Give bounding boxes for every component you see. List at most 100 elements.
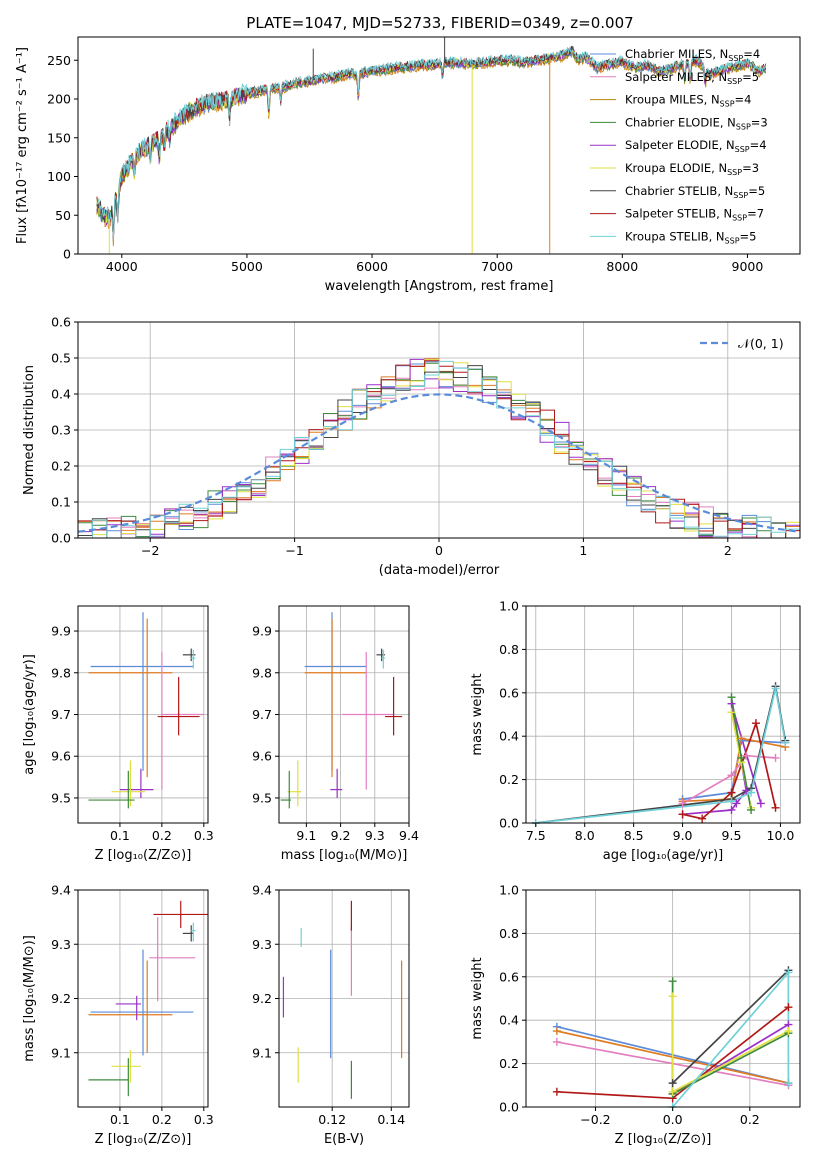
legend-subscript: SSP (736, 122, 751, 131)
y-axis-label: mass weight (470, 673, 485, 755)
weight-line-kroupa_elodie (671, 996, 789, 1094)
weight-marker (727, 797, 736, 806)
legend-entry: Kroupa STELIB, NSSP=5 (625, 229, 756, 245)
y-tick-label: 0.3 (51, 423, 71, 438)
x-tick-label: 0.14 (377, 1112, 405, 1127)
legend-count: =3 (742, 161, 759, 175)
y-tick-label: 9.9 (51, 624, 71, 639)
x-tick-label: 9.4 (399, 828, 419, 843)
x-tick-label: 6000 (356, 259, 388, 274)
histogram-kroupa_stelib (78, 360, 800, 538)
legend-label: 𝒩(0, 1) (738, 336, 784, 351)
weight-marker (784, 1003, 793, 1012)
legend-subscript: SSP (727, 168, 742, 177)
y-tick-label: 0.6 (51, 315, 71, 330)
x-tick-label: −0.2 (580, 1112, 610, 1127)
x-axis-label: Z [log₁₀(Z/Z⊙)] (95, 848, 192, 863)
x-axis-label: wavelength [Angstrom, rest frame] (325, 279, 554, 294)
y-tick-label: 100 (47, 169, 71, 184)
plot-area (88, 900, 208, 1097)
y-tick-label: 9.7 (252, 707, 272, 722)
figure-title: PLATE=1047, MJD=52733, FIBERID=0349, z=0… (246, 14, 633, 32)
weight-marker (552, 1087, 561, 1096)
x-tick-label: 9.3 (365, 828, 385, 843)
weight-marker (742, 786, 751, 795)
y-tick-label: 0.8 (499, 926, 519, 941)
panel-weight_vs_Z: −0.2 0.0 0.2 0.0 0.2 0.4 0.6 0.8 1.0 Z [log₁₀(Z/Z… (470, 883, 801, 1147)
x-axis-label: Z [log₁₀(Z/Z⊙)] (615, 1132, 712, 1147)
y-tick-label: 0.8 (499, 642, 519, 657)
weight-marker (771, 803, 780, 812)
weight-marker (732, 799, 741, 808)
y-tick-label: 9.4 (51, 883, 71, 898)
legend-count: =7 (747, 207, 764, 221)
legend-label: Chabrier MILES, N (625, 47, 728, 61)
legend-count: =4 (750, 138, 767, 152)
weight-line-salpeter_miles (682, 737, 786, 803)
legend-entry: Chabrier STELIB, NSSP=5 (625, 184, 765, 200)
y-tick-label: 9.8 (51, 665, 71, 680)
weight-line-chabrier_miles (682, 739, 786, 800)
plot-area (78, 358, 800, 538)
y-tick-label: 0.0 (51, 531, 71, 546)
panel-residuals: 𝒩(0, 1) −2 −1 0 1 2 0.0 0.1 0.2 0.3 0.4 0.5 0.6 (data… (22, 315, 801, 578)
x-tick-label: 0.1 (110, 828, 130, 843)
y-tick-label: 0.2 (499, 1056, 519, 1071)
x-tick-label: 0.1 (110, 1112, 130, 1127)
x-tick-label: 0.3 (194, 828, 214, 843)
weight-marker (668, 977, 677, 986)
x-axis-label: E(B-V) (324, 1132, 364, 1147)
legend-entry: Salpeter ELODIE, NSSP=4 (625, 138, 767, 154)
y-tick-label: 0.5 (51, 351, 71, 366)
x-tick-label: 5000 (231, 259, 263, 274)
weight-marker (742, 751, 751, 760)
x-tick-label: 9000 (732, 259, 764, 274)
weight-marker (727, 708, 736, 717)
weight-marker (771, 753, 780, 762)
x-axis-label: mass [log₁₀(M/M⊙)] (281, 848, 408, 863)
legend-label: Kroupa STELIB, N (625, 229, 725, 243)
y-tick-label: 9.1 (51, 1045, 71, 1060)
weight-marker (727, 771, 736, 780)
panel-age_vs_mass: 9.1 9.2 9.3 9.4 9.5 9.6 9.7 9.8 9.9 mass [log₁₀(M… (252, 605, 419, 863)
y-tick-label: 0.0 (499, 816, 519, 831)
y-tick-label: 9.2 (51, 991, 71, 1006)
x-tick-label: 7000 (481, 259, 513, 274)
y-tick-label: 0.6 (499, 685, 519, 700)
x-tick-label: 0.0 (663, 1112, 683, 1127)
x-tick-label: 9.2 (331, 828, 351, 843)
plot-area (282, 900, 403, 1099)
y-tick-label: 1.0 (499, 599, 519, 614)
weight-marker (771, 684, 780, 693)
y-tick-label: 9.7 (51, 707, 71, 722)
spectrum-line-kroupa_stelib (96, 46, 767, 240)
y-tick-label: 9.5 (252, 790, 272, 805)
y-tick-label: 250 (47, 53, 71, 68)
legend-subscript: SSP (725, 236, 740, 245)
x-tick-label: 4000 (106, 259, 138, 274)
weight-marker (668, 992, 677, 1001)
panel-mass_vs_Z: 0.1 0.2 0.3 9.1 9.2 9.3 9.4 Z [log₁₀(Z/Z⊙)] mass… (22, 883, 214, 1148)
weight-marker (784, 1027, 793, 1036)
y-tick-label: 9.9 (252, 624, 272, 639)
y-tick-label: 9.5 (51, 790, 71, 805)
panel-mass_vs_ebv: 0.12 0.14 9.1 9.2 9.3 9.4 E(B-V) (252, 883, 410, 1147)
legend-label: Kroupa ELODIE, N (625, 161, 727, 175)
legend-count: =4 (743, 47, 760, 61)
weight-marker (747, 788, 756, 797)
legend-entry: Chabrier MILES, NSSP=4 (625, 47, 760, 63)
x-tick-label: 10.0 (767, 828, 795, 843)
legend-count: =5 (740, 229, 757, 243)
histogram-kroupa_elodie (78, 359, 800, 538)
plot-area (535, 686, 787, 823)
weight-line-chabrier_elodie (671, 981, 789, 1096)
histogram-salpeter_stelib (78, 360, 800, 538)
x-tick-label: 1 (579, 543, 587, 558)
legend-entry: Kroupa MILES, NSSP=4 (625, 93, 751, 109)
y-tick-label: 9.4 (252, 883, 272, 898)
x-tick-label: 7.5 (526, 828, 546, 843)
y-tick-label: 0.2 (499, 772, 519, 787)
weight-marker (678, 810, 687, 819)
x-axis-label: age [log₁₀(age/yr)] (603, 848, 724, 863)
